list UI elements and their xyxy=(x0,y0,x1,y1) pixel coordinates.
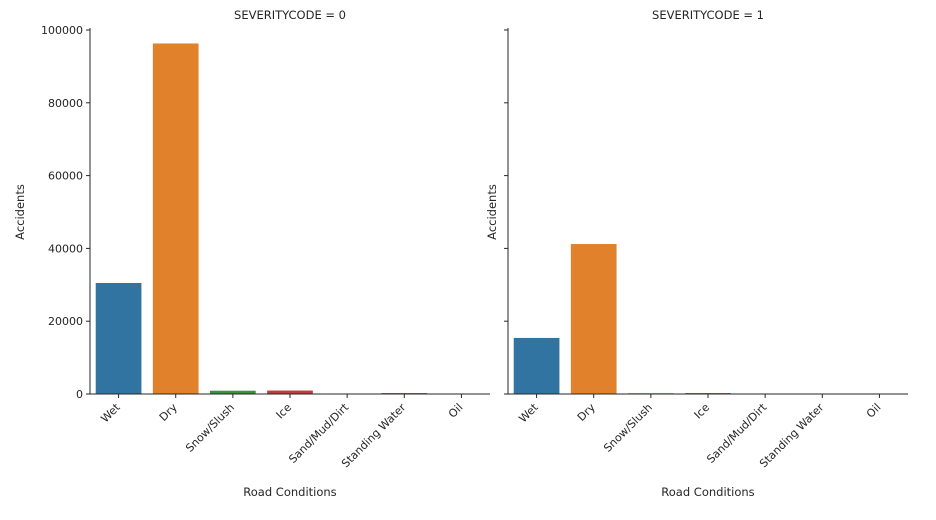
panel-title: SEVERITYCODE = 0 xyxy=(234,8,346,22)
bar-wet xyxy=(95,282,142,394)
panel-severitycode-0: SEVERITYCODE = 0 0 20000 40000 60000 80000 100… xyxy=(13,8,490,499)
x-axis-label: Road Conditions xyxy=(243,485,336,499)
x-tick-label: Wet xyxy=(516,400,541,425)
bar-ice xyxy=(267,390,313,394)
x-tick-label: Ice xyxy=(692,401,713,422)
x-tick-label: Sand/Mud/Dirt xyxy=(704,400,769,465)
panel-title: SEVERITYCODE = 1 xyxy=(652,8,764,22)
y-tick-label: 20000 xyxy=(48,315,83,328)
bar-dry xyxy=(152,43,199,395)
x-tick-label: Oil xyxy=(864,401,884,421)
bar-wet xyxy=(513,337,560,394)
x-tick-label: Wet xyxy=(98,400,123,425)
x-axis-label: Road Conditions xyxy=(661,485,754,499)
x-tick-label: Snow/Slush xyxy=(601,401,655,455)
x-tick-label: Dry xyxy=(575,401,598,424)
x-tick-label: Oil xyxy=(446,401,466,421)
y-tick-label: 80000 xyxy=(48,97,83,110)
y-tick-label: 60000 xyxy=(48,170,83,183)
x-tick-label: Ice xyxy=(274,401,295,422)
bar-snow-slush xyxy=(210,390,256,394)
x-tick-label: Snow/Slush xyxy=(183,401,237,455)
y-tick-label: 40000 xyxy=(48,242,83,255)
y-axis-label: Accidents xyxy=(485,184,499,240)
x-tick-label: Sand/Mud/Dirt xyxy=(286,400,351,465)
panel-severitycode-1: SEVERITYCODE = 1 Wet Dry Snow/Slush IceSand/… xyxy=(485,8,908,499)
bar-dry xyxy=(570,244,617,394)
y-tick-label: 100000 xyxy=(41,24,83,37)
y-axis-label: Accidents xyxy=(13,184,27,240)
y-tick-label: 0 xyxy=(76,388,83,401)
x-tick-label: Dry xyxy=(157,401,180,424)
